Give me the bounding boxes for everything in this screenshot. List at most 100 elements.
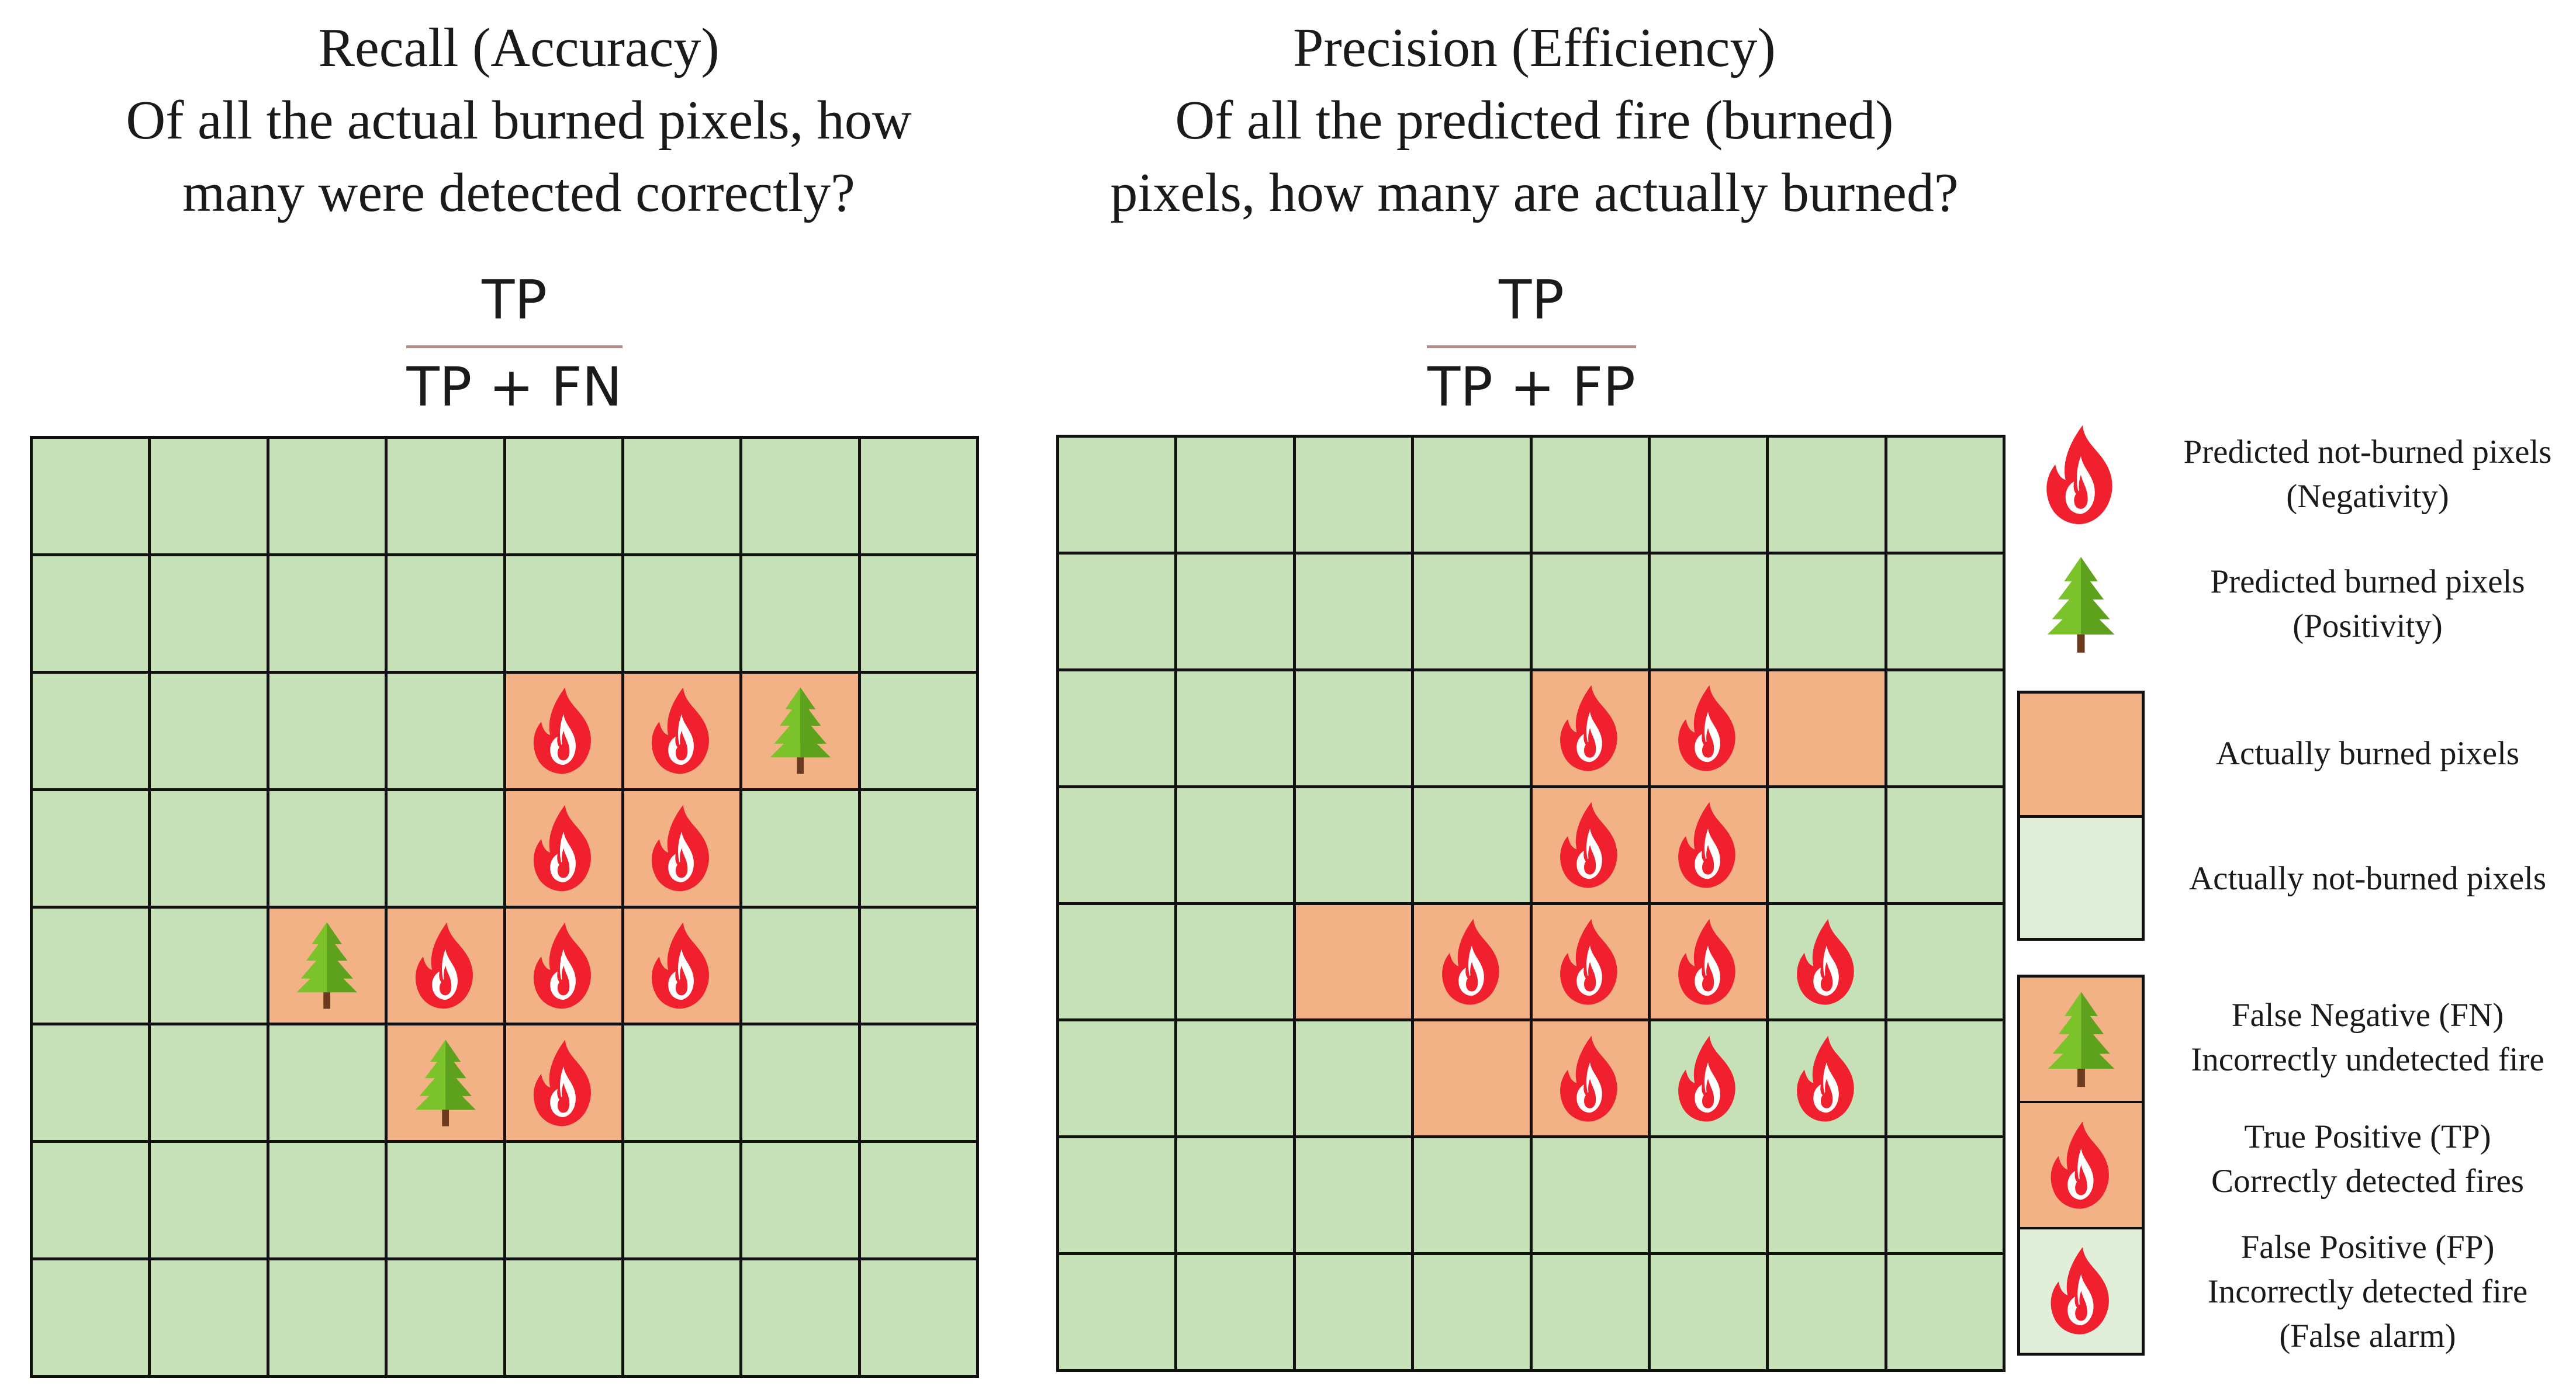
- not-burned-cell: [151, 908, 267, 1023]
- not-burned-cell: [1769, 1255, 1885, 1369]
- not-burned-cell: [1059, 554, 1175, 668]
- not-burned-cell: [388, 439, 503, 553]
- not-burned-cell: [1414, 554, 1530, 668]
- not-burned-cell: [1414, 671, 1530, 785]
- not-burned-cell: [742, 908, 858, 1023]
- not-burned-cell: [151, 556, 267, 671]
- precision-numerator: TP: [1499, 269, 1564, 331]
- not-burned-cell: [1532, 554, 1648, 668]
- recall-denominator: TP + FN: [406, 356, 623, 418]
- burned-cell: [506, 673, 621, 788]
- burned-cell: [1532, 1021, 1648, 1136]
- not-burned-cell: [33, 1025, 148, 1141]
- not-burned-cell: [860, 791, 976, 906]
- precision-denominator: TP + FP: [1427, 356, 1635, 418]
- not-burned-cell: [1650, 1021, 1766, 1136]
- burned-swatch: [2017, 691, 2145, 818]
- burned-cell: [388, 908, 503, 1023]
- not-burned-cell: [1769, 1021, 1885, 1136]
- not-burned-cell: [1532, 1255, 1648, 1369]
- fire-icon: [533, 805, 591, 892]
- not-burned-cell: [388, 673, 503, 788]
- not-burned-cell: [860, 1025, 976, 1141]
- not-burned-cell: [1887, 438, 2003, 552]
- burned-cell: [1769, 671, 1885, 785]
- not-burned-cell: [742, 791, 858, 906]
- not-burned-cell: [1059, 438, 1175, 552]
- not-burned-cell: [269, 1143, 385, 1258]
- not-burned-cell: [33, 1143, 148, 1258]
- not-burned-cell: [33, 791, 148, 906]
- not-burned-cell: [1059, 1138, 1175, 1253]
- fire-icon: [2051, 1247, 2109, 1335]
- burned-cell: [1414, 905, 1530, 1019]
- not-burned-cell: [1295, 554, 1412, 668]
- not-burned-cell: [1769, 1138, 1885, 1253]
- fire-icon: [652, 922, 710, 1009]
- not-burned-cell: [1059, 1021, 1175, 1136]
- legend-true-positive-label: True Positive (TP): [2244, 1118, 2491, 1155]
- precision-title: Precision (Efficiency) Of all the predic…: [1026, 12, 2043, 229]
- not-burned-cell: [1769, 554, 1885, 668]
- not-burned-cell: [624, 1143, 740, 1258]
- burned-cell: [1532, 788, 1648, 902]
- legend-false-positive-note: (False alarm): [2279, 1318, 2456, 1354]
- precision-title-line-2: Of all the predicted fire (burned): [1175, 90, 1894, 151]
- tree-icon: [2048, 992, 2114, 1087]
- fire-icon: [652, 805, 710, 892]
- not-burned-cell: [1414, 1138, 1530, 1253]
- legend-predicted-burned-sub: (Positivity): [2293, 608, 2443, 645]
- not-burned-cell: [860, 1260, 976, 1375]
- recall-fraction-bar: [406, 345, 623, 348]
- not-burned-cell: [506, 439, 621, 553]
- precision-fraction-bar: [1427, 345, 1636, 348]
- legend-false-negative: False Negative (FN) Incorrectly undetect…: [2017, 993, 2576, 1087]
- not-burned-cell: [33, 673, 148, 788]
- precision-formula: TP TP + FP: [1397, 266, 1666, 422]
- fire-icon: [2046, 425, 2112, 524]
- burned-cell: [1650, 671, 1766, 785]
- precision-pixel-grid: [1056, 435, 2006, 1372]
- not-burned-cell: [1177, 1138, 1293, 1253]
- fire-icon: [652, 687, 710, 774]
- not-burned-cell: [1295, 1138, 1412, 1253]
- fire-icon: [1678, 919, 1736, 1005]
- not-burned-cell: [151, 1025, 267, 1141]
- legend-false-negative-sub: Incorrectly undetected fire: [2191, 1041, 2544, 1078]
- burned-cell: [506, 791, 621, 906]
- not-burned-cell: [1887, 1255, 2003, 1369]
- not-burned-cell: [269, 1025, 385, 1141]
- legend-true-positive-sub: Correctly detected fires: [2211, 1163, 2524, 1200]
- not-burned-cell: [269, 791, 385, 906]
- fire-icon: [533, 922, 591, 1009]
- not-burned-cell: [860, 556, 976, 671]
- legend-false-positive-sub: Incorrectly detected fire: [2207, 1273, 2528, 1310]
- legend-predicted-not-burned-sub: (Negativity): [2286, 478, 2449, 515]
- legend-false-positive: False Positive (FP) Incorrectly detected…: [2017, 1225, 2576, 1366]
- not-burned-cell: [860, 1143, 976, 1258]
- not-burned-cell: [742, 1260, 858, 1375]
- legend-predicted-burned: Predicted burned pixels (Positivity): [2017, 549, 2576, 660]
- not-burned-swatch: [2017, 815, 2145, 941]
- not-burned-cell: [388, 791, 503, 906]
- not-burned-cell: [1295, 1021, 1412, 1136]
- precision-title-line-3: pixels, how many are actually burned?: [1110, 162, 1959, 223]
- burned-cell: [624, 791, 740, 906]
- not-burned-cell: [1887, 788, 2003, 902]
- not-burned-cell: [1532, 438, 1648, 552]
- not-burned-cell: [1177, 671, 1293, 785]
- not-burned-cell: [1650, 1138, 1766, 1253]
- legend-tp-symbol: [2020, 1103, 2142, 1227]
- legend-tree-symbol: [2017, 549, 2145, 660]
- burned-cell: [1414, 1021, 1530, 1136]
- not-burned-cell: [151, 1260, 267, 1375]
- fire-icon: [2051, 1121, 2109, 1209]
- not-burned-cell: [151, 439, 267, 553]
- tree-icon: [296, 922, 358, 1009]
- not-burned-cell: [1887, 671, 2003, 785]
- not-burned-cell: [388, 1260, 503, 1375]
- not-burned-cell: [1769, 905, 1885, 1019]
- legend-fire-symbol: [2017, 422, 2145, 527]
- not-burned-cell: [1059, 1255, 1175, 1369]
- not-burned-cell: [1887, 1138, 2003, 1253]
